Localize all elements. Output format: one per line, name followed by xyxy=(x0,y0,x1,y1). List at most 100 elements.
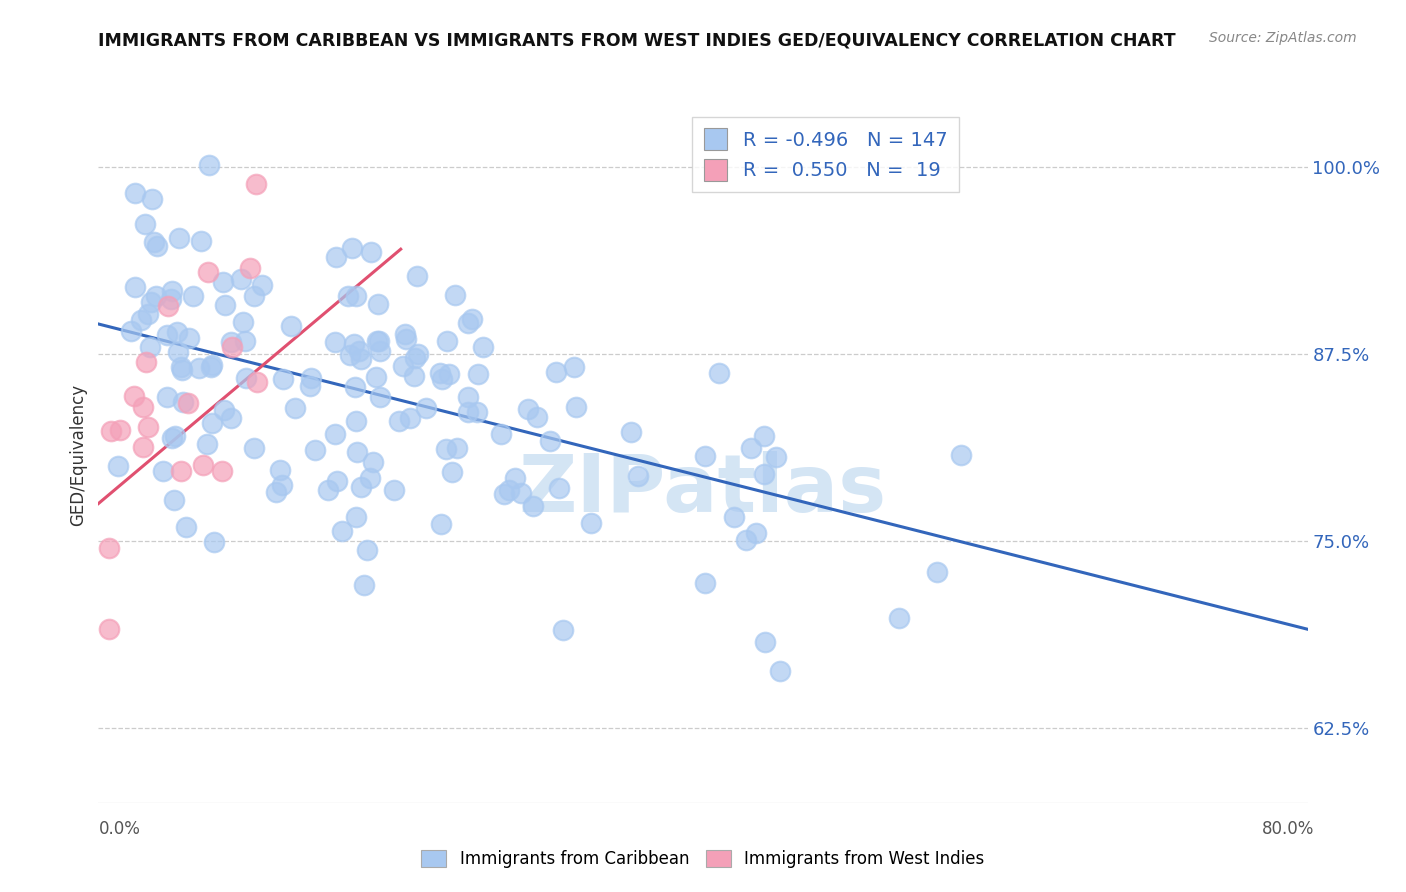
Point xyxy=(336,289,359,303)
Point xyxy=(271,371,294,385)
Point xyxy=(444,287,467,301)
Point xyxy=(160,292,183,306)
Point xyxy=(359,471,381,485)
Point xyxy=(197,264,219,278)
Point xyxy=(436,334,458,348)
Point xyxy=(344,414,367,428)
Point xyxy=(395,332,418,346)
Point xyxy=(156,298,179,312)
Point xyxy=(544,364,567,378)
Point xyxy=(110,423,132,437)
Point xyxy=(231,272,253,286)
Point xyxy=(565,400,588,414)
Point xyxy=(211,275,233,289)
Point xyxy=(235,370,257,384)
Point xyxy=(195,436,218,450)
Point xyxy=(284,401,307,415)
Point xyxy=(304,442,326,457)
Point xyxy=(245,178,267,192)
Point xyxy=(402,368,425,383)
Point xyxy=(353,577,375,591)
Point xyxy=(457,390,479,404)
Point xyxy=(163,428,186,442)
Point xyxy=(517,401,540,416)
Point xyxy=(360,245,382,260)
Point xyxy=(367,297,389,311)
Point xyxy=(134,217,156,231)
Point xyxy=(139,294,162,309)
Point xyxy=(136,420,159,434)
Point xyxy=(202,535,225,549)
Point xyxy=(166,325,188,339)
Point xyxy=(347,344,370,359)
Point xyxy=(526,410,548,425)
Point xyxy=(343,380,366,394)
Point xyxy=(429,366,451,380)
Point xyxy=(627,468,650,483)
Point xyxy=(446,441,468,455)
Point xyxy=(155,327,177,342)
Point xyxy=(132,400,155,414)
Point xyxy=(579,516,602,530)
Point xyxy=(547,481,569,495)
Point xyxy=(489,427,512,442)
Point xyxy=(200,359,222,374)
Point xyxy=(356,543,378,558)
Point xyxy=(122,389,145,403)
Point xyxy=(693,576,716,591)
Legend: Immigrants from Caribbean, Immigrants from West Indies: Immigrants from Caribbean, Immigrants fr… xyxy=(415,843,991,875)
Point xyxy=(201,359,224,373)
Point xyxy=(156,390,179,404)
Point xyxy=(219,335,242,350)
Point xyxy=(394,327,416,342)
Point xyxy=(170,464,193,478)
Point xyxy=(344,289,367,303)
Legend: R = -0.496   N = 147, R =  0.550   N =  19: R = -0.496 N = 147, R = 0.550 N = 19 xyxy=(692,117,959,192)
Point xyxy=(406,347,429,361)
Point xyxy=(887,611,910,625)
Point xyxy=(100,425,122,439)
Point xyxy=(299,379,322,393)
Point xyxy=(340,241,363,255)
Point xyxy=(246,375,269,389)
Point xyxy=(343,336,366,351)
Point xyxy=(388,413,411,427)
Point xyxy=(429,516,451,531)
Point xyxy=(129,313,152,327)
Point xyxy=(509,486,531,500)
Point xyxy=(350,351,373,366)
Point xyxy=(242,289,264,303)
Point xyxy=(233,334,256,349)
Point xyxy=(211,464,233,478)
Point xyxy=(382,483,405,497)
Point xyxy=(350,480,373,494)
Point xyxy=(366,369,388,384)
Point xyxy=(198,159,221,173)
Text: 0.0%: 0.0% xyxy=(98,820,141,838)
Point xyxy=(344,509,367,524)
Point xyxy=(232,315,254,329)
Point xyxy=(124,186,146,200)
Point xyxy=(494,487,516,501)
Text: ZIPatlas: ZIPatlas xyxy=(519,450,887,529)
Point xyxy=(193,458,215,472)
Point xyxy=(461,312,484,326)
Point xyxy=(98,623,121,637)
Point xyxy=(551,623,574,637)
Point xyxy=(330,524,353,539)
Point xyxy=(437,367,460,381)
Point xyxy=(366,334,388,348)
Point xyxy=(367,334,389,349)
Point xyxy=(754,635,776,649)
Point xyxy=(174,520,197,534)
Point xyxy=(399,411,422,425)
Point xyxy=(765,450,787,465)
Point xyxy=(723,510,745,524)
Point xyxy=(214,298,236,312)
Point xyxy=(432,372,454,386)
Point xyxy=(160,285,183,299)
Point xyxy=(740,441,762,455)
Point xyxy=(693,449,716,463)
Point xyxy=(146,239,169,253)
Point xyxy=(522,499,544,513)
